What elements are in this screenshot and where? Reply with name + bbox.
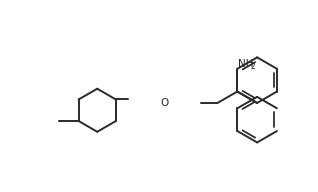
Text: NH: NH [238, 60, 254, 70]
Text: 2: 2 [250, 62, 255, 71]
Text: O: O [160, 98, 169, 108]
